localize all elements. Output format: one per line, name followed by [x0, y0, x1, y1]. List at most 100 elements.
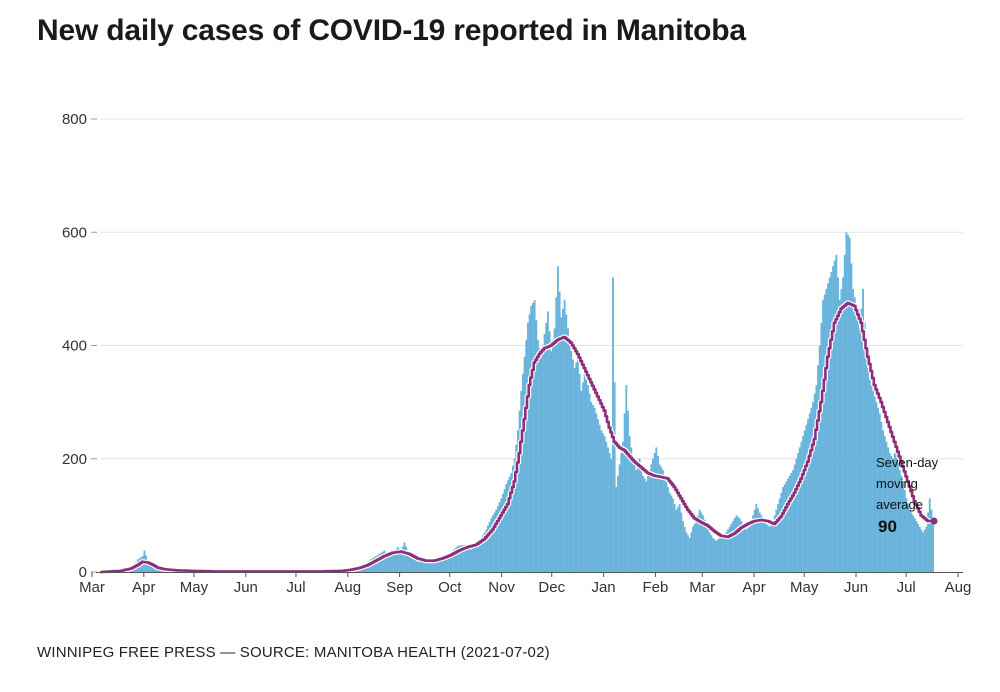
daily-case-bar [575, 362, 578, 572]
daily-case-bar [573, 368, 576, 572]
moving-average-path [100, 301, 934, 574]
daily-case-bar [725, 532, 728, 572]
daily-case-bar [780, 492, 783, 572]
daily-case-bar [620, 453, 623, 572]
daily-case-bar [705, 523, 708, 572]
daily-case-bar [476, 541, 479, 572]
daily-case-bar [680, 512, 683, 572]
x-tick-label: Feb [642, 579, 668, 596]
x-tick-label: Apr [132, 579, 155, 596]
daily-case-bar [847, 235, 849, 573]
daily-case-bar [932, 521, 935, 572]
x-tick-label: Nov [488, 579, 515, 596]
daily-case-bar [768, 526, 771, 572]
daily-case-bar [762, 518, 764, 572]
daily-case-bar [565, 314, 568, 572]
daily-case-bar [907, 504, 910, 572]
daily-case-bar [833, 260, 836, 572]
daily-case-bar [508, 476, 511, 572]
daily-case-bar [922, 532, 925, 572]
daily-case-bar [600, 430, 603, 572]
daily-case-bar [758, 512, 761, 572]
daily-case-bar [843, 254, 846, 572]
daily-case-bar [613, 382, 616, 572]
daily-case-bar [855, 305, 858, 572]
daily-case-bar [688, 538, 691, 572]
daily-case-bar [622, 441, 624, 572]
daily-case-bar [703, 519, 706, 572]
daily-case-bar [486, 525, 489, 572]
x-tick-label: Jun [234, 579, 258, 596]
daily-case-bar [403, 542, 406, 572]
daily-case-bar [790, 472, 793, 572]
daily-case-bar [150, 564, 153, 572]
daily-case-bar [547, 311, 549, 572]
daily-case-bar [647, 475, 649, 572]
daily-case-bar [593, 407, 596, 572]
x-tick-label: Jul [897, 579, 916, 596]
daily-case-bar [483, 532, 486, 572]
daily-case-bar [520, 390, 523, 572]
daily-case-bar [657, 455, 659, 572]
daily-case-bar [640, 467, 643, 572]
daily-case-bar [873, 396, 876, 572]
daily-case-bar [580, 390, 583, 572]
daily-case-bar [807, 419, 809, 572]
daily-case-bar [393, 550, 396, 572]
daily-case-bar [857, 317, 859, 572]
daily-case-bar [480, 538, 483, 572]
daily-case-bar [466, 547, 469, 572]
daily-case-bar [808, 413, 811, 572]
x-tick-label: Aug [334, 579, 361, 596]
daily-case-bar [730, 523, 733, 572]
daily-case-bar [532, 303, 534, 572]
daily-case-bar [890, 455, 893, 572]
daily-case-bar [500, 498, 503, 572]
daily-case-bar [810, 407, 813, 572]
daily-case-bar [585, 379, 588, 572]
daily-case-bar [470, 549, 473, 572]
daily-case-bar [568, 339, 571, 572]
daily-case-bar [908, 509, 911, 572]
daily-case-bar [770, 523, 773, 572]
daily-case-bar [430, 560, 433, 572]
daily-case-bar [748, 526, 751, 572]
daily-case-bar [590, 402, 593, 572]
daily-case-bar [563, 300, 566, 572]
daily-case-bar [678, 504, 681, 572]
daily-case-bar [832, 266, 834, 572]
daily-case-bar [615, 487, 618, 572]
daily-case-bar [456, 545, 459, 572]
daily-case-bar [763, 521, 766, 572]
daily-case-bar [567, 328, 569, 572]
daily-case-bar [648, 470, 651, 572]
daily-case-bar [885, 441, 888, 572]
moving-average-end-dot [930, 517, 938, 525]
daily-case-bar [737, 516, 739, 572]
x-tick-label: Mar [689, 579, 715, 596]
daily-case-bar [478, 539, 481, 572]
daily-case-bar [557, 266, 559, 572]
daily-case-bar [627, 410, 629, 572]
daily-case-bar [583, 373, 586, 572]
daily-case-bar [925, 526, 928, 572]
daily-case-bar [728, 526, 731, 572]
daily-case-bar [660, 467, 663, 572]
daily-case-bar [802, 436, 804, 572]
daily-case-bar [677, 506, 679, 572]
daily-case-bar [638, 458, 641, 572]
daily-case-bar [668, 492, 671, 572]
daily-case-bar [411, 558, 414, 572]
daily-case-bar [458, 545, 461, 572]
daily-case-bar [533, 300, 536, 572]
daily-case-bar [650, 464, 653, 572]
daily-case-bar [665, 481, 668, 572]
daily-case-bar [376, 555, 379, 572]
daily-case-bar [577, 356, 579, 572]
daily-case-bar [410, 556, 413, 572]
daily-case-bar [683, 526, 686, 572]
daily-case-bar [610, 458, 613, 572]
daily-case-bar [562, 308, 564, 572]
daily-case-bar [433, 559, 436, 572]
daily-case-bar [378, 553, 381, 572]
